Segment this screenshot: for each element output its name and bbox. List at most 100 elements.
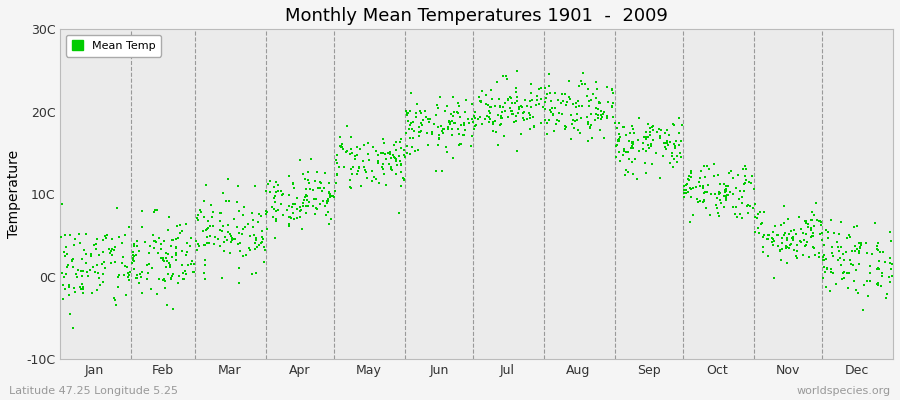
Point <box>563 112 578 118</box>
Point <box>158 237 172 244</box>
Point <box>420 130 435 136</box>
Point <box>770 243 785 249</box>
Point <box>408 148 422 154</box>
Point <box>63 232 77 238</box>
Point <box>500 97 515 103</box>
Point <box>400 112 414 118</box>
Point <box>724 188 738 195</box>
Point <box>752 209 767 216</box>
Point <box>698 189 712 195</box>
Point <box>760 232 775 238</box>
Point <box>445 118 459 124</box>
Point <box>402 107 417 114</box>
Point <box>672 130 687 136</box>
Point <box>562 96 577 102</box>
Point <box>320 198 335 204</box>
Point <box>869 246 884 252</box>
Point <box>863 270 878 276</box>
Point <box>493 113 508 120</box>
Point <box>505 108 519 114</box>
Point <box>627 130 642 137</box>
Point <box>76 247 91 253</box>
Point <box>121 274 135 280</box>
Point <box>419 114 434 120</box>
Point <box>397 147 411 154</box>
Point <box>612 149 626 156</box>
Point <box>140 262 155 268</box>
Point <box>716 192 731 199</box>
Point <box>148 238 162 244</box>
Point <box>111 273 125 280</box>
Point <box>684 174 698 180</box>
Point <box>751 224 765 231</box>
Point <box>433 94 447 101</box>
Point <box>181 262 195 268</box>
Point <box>329 172 344 178</box>
Point <box>383 166 398 172</box>
Point <box>623 130 637 137</box>
Point <box>617 145 632 152</box>
Point <box>222 250 237 256</box>
Point <box>255 238 269 245</box>
Point <box>804 217 818 224</box>
Point <box>358 168 373 175</box>
Point <box>213 210 228 217</box>
Point <box>683 219 698 225</box>
Point <box>269 188 284 195</box>
Point <box>372 180 386 186</box>
Point <box>67 242 81 249</box>
Point <box>329 152 344 158</box>
Point <box>382 148 397 155</box>
Point <box>511 105 526 112</box>
Point <box>88 269 103 276</box>
Point <box>446 112 460 119</box>
Point <box>489 128 503 135</box>
Point <box>93 282 107 288</box>
Point <box>200 226 214 232</box>
Point <box>248 245 262 252</box>
Point <box>448 120 463 126</box>
Point <box>228 236 242 242</box>
Point <box>122 277 136 283</box>
Point <box>792 213 806 220</box>
Point <box>348 152 363 159</box>
Point <box>789 255 804 262</box>
Point <box>493 103 508 110</box>
Point <box>295 226 310 232</box>
Point <box>669 138 683 145</box>
Point <box>482 119 496 125</box>
Point <box>725 191 740 197</box>
Point <box>254 240 268 246</box>
Point <box>431 104 446 111</box>
Point <box>874 283 888 289</box>
Point <box>322 192 337 198</box>
Point <box>848 248 862 254</box>
Point <box>63 310 77 317</box>
Point <box>760 236 774 242</box>
Point <box>184 260 198 267</box>
Point <box>451 100 465 106</box>
Point <box>199 227 213 233</box>
Point <box>160 250 175 257</box>
Point <box>696 199 710 205</box>
Point <box>491 79 505 85</box>
Point <box>95 249 110 255</box>
Point <box>693 183 707 189</box>
Point <box>678 183 692 189</box>
Point <box>389 138 403 145</box>
Point <box>338 149 353 155</box>
Point <box>609 142 624 149</box>
Point <box>780 244 795 250</box>
Point <box>313 185 328 191</box>
Point <box>581 119 596 126</box>
Point <box>129 251 143 258</box>
Point <box>518 96 533 103</box>
Point <box>450 109 464 116</box>
Point <box>641 121 655 128</box>
Point <box>740 203 754 210</box>
Point <box>588 117 602 123</box>
Point <box>61 292 76 298</box>
Point <box>68 270 83 277</box>
Point <box>817 242 832 248</box>
Point <box>69 274 84 280</box>
